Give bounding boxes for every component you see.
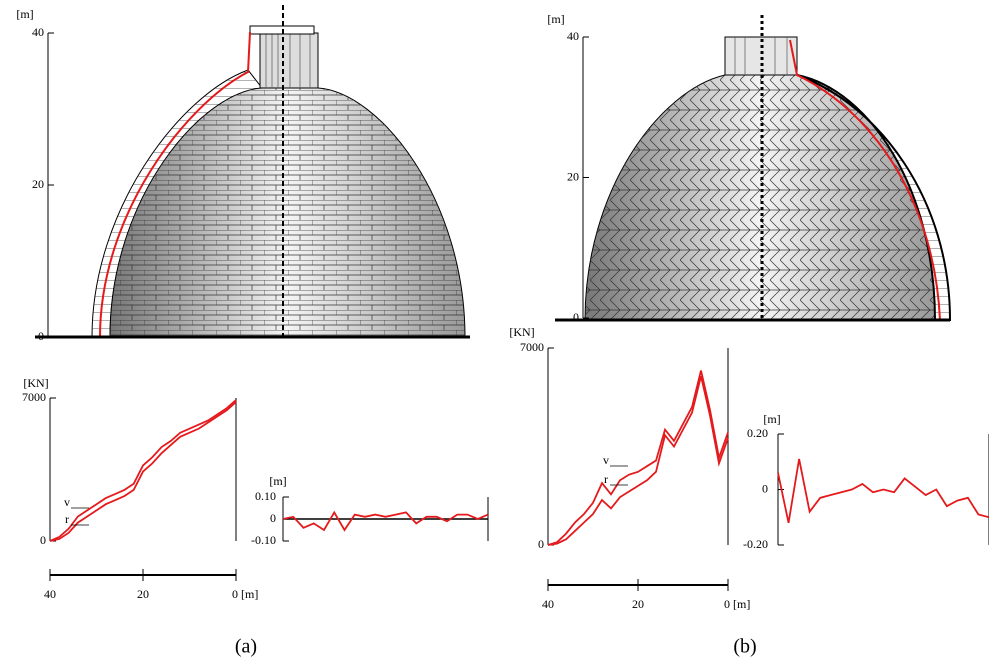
caption: (b) [733,636,756,658]
series-line [49,401,237,542]
y-axis-label: [m] [269,474,286,488]
y-tick-label: 0 [762,481,768,495]
y-tick-label: 7000 [520,340,544,354]
y-tick-label: 0 [538,537,544,551]
y-tick-label: 0 [270,511,276,525]
x-tick-label: 0 [m] [724,597,750,611]
dome-a [35,5,470,339]
y-tick-label: 0.10 [255,489,276,503]
series-line [547,370,729,546]
y-axis-label: [KN] [509,325,534,339]
x-tick-label: 20 [137,587,149,601]
y-tick-label: 0 [40,533,46,547]
series-line [777,458,989,523]
x-tick-label: 40 [542,597,554,611]
y-tick-label: 0 [38,329,44,343]
series-label: r [65,512,69,526]
y-tick-label: -0.10 [251,533,276,547]
dome-b [555,15,952,322]
y-tick-label: 0 [573,310,579,324]
y-tick-label: 7000 [22,390,46,404]
x-tick-label: 40 [44,587,56,601]
y-tick-label: 0.20 [747,426,768,440]
y-axis-label: [KN] [23,376,48,390]
series-line [282,510,489,532]
y-tick-label: 40 [32,25,44,39]
y-tick-label: 20 [32,177,44,191]
caption: (a) [235,636,257,658]
series-label: v [64,495,70,509]
y-tick-label: 20 [567,169,579,183]
series-label: v [603,453,609,467]
y-tick-label: 40 [567,29,579,43]
series-line [49,399,237,542]
y-axis-label: [m] [547,12,564,26]
series-line [547,375,729,546]
x-tick-label: 20 [632,597,644,611]
y-axis-label: [m] [16,7,33,21]
x-tick-label: 0 [m] [232,587,258,601]
y-axis-label: [m] [763,412,780,426]
series-label: r [604,472,608,486]
y-tick-label: -0.20 [743,537,768,551]
